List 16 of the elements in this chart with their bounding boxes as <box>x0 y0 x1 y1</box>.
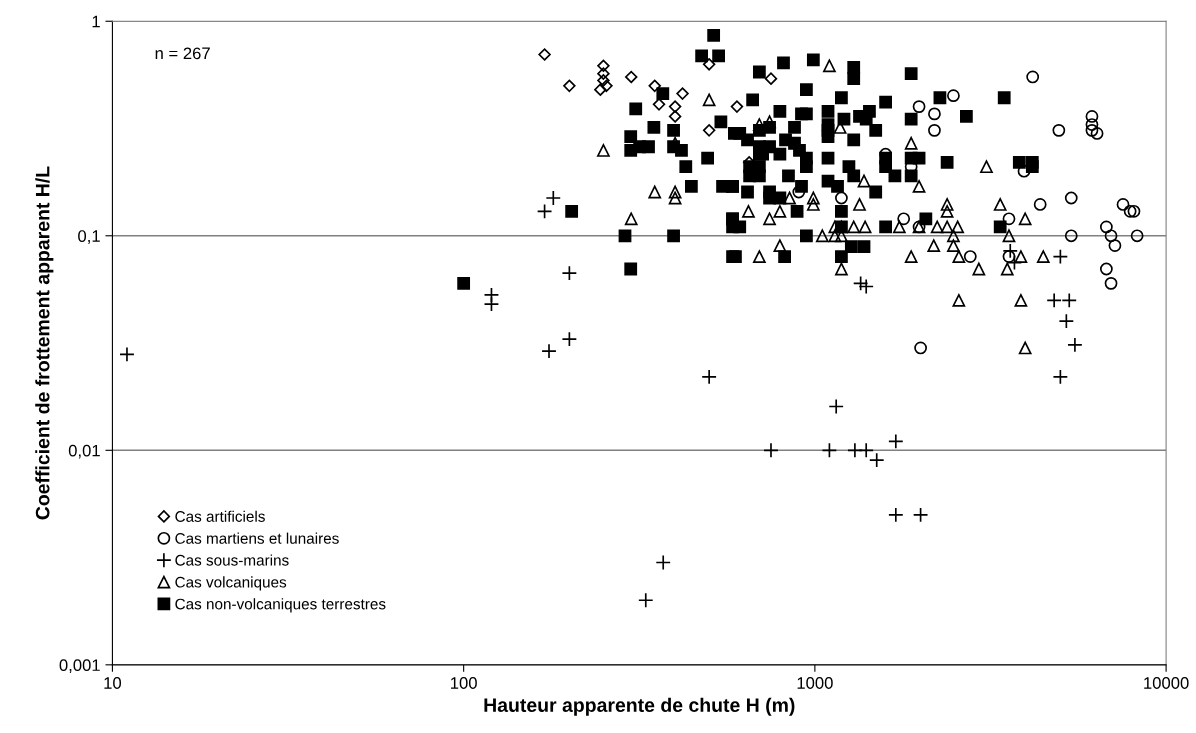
y-tick-label: 1 <box>92 15 100 28</box>
y-tick-label: 0,001 <box>59 659 100 673</box>
annotation: n = 267 <box>155 47 210 60</box>
x-tick-label: 100 <box>451 677 477 689</box>
legend-label: Cas martiens et lunaires <box>175 532 339 544</box>
y-tick-label: 0,01 <box>68 444 100 459</box>
legend-label: Cas artificiels <box>175 510 265 522</box>
x-axis-title: Hauteur apparente de chute H (m) <box>484 697 795 716</box>
legend-label: Cas non-volcaniques terrestres <box>175 598 386 613</box>
y-axis-title: Coefficient de frottement apparent H/L <box>35 166 54 520</box>
x-tick-label: 1000 <box>797 677 833 689</box>
y-tick-label: 0,1 <box>78 230 100 244</box>
legend-label: Cas volcaniques <box>175 576 287 591</box>
x-tick-label: 10 <box>104 677 122 689</box>
x-tick-label: 10000 <box>1144 677 1189 689</box>
legend-label: Cas sous-marins <box>175 554 289 566</box>
